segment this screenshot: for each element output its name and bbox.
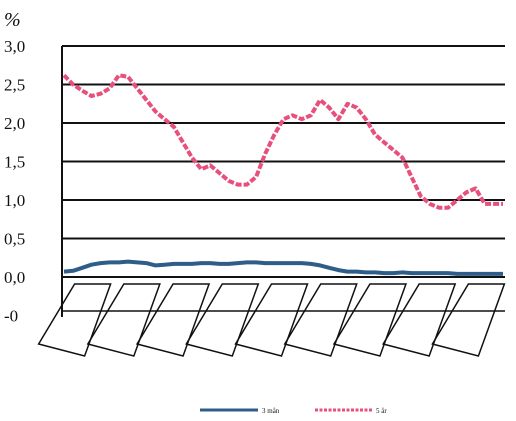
x-axis-category-labels [37, 283, 506, 357]
series-line [63, 259, 503, 276]
y-axis-ticks: 3,0 2,5 2,0 1,5 1,0 0,5 0,0 -0 [4, 37, 25, 326]
legend-label: 3 mån [262, 407, 280, 415]
y-tick-label: 3,0 [4, 37, 25, 56]
x-category-label-box [332, 283, 408, 357]
x-category-label-box [185, 283, 260, 357]
x-category-label-box [86, 283, 161, 357]
y-tick-label: -0 [4, 307, 18, 326]
y-unit-label: % [4, 9, 21, 31]
y-tick-label: 0,0 [4, 268, 25, 287]
x-category-label-box [283, 283, 358, 357]
x-category-label-box [37, 283, 112, 357]
legend-label: 5 år [376, 407, 387, 415]
y-tick-label: 1,5 [4, 153, 25, 172]
y-tick-label: 2,5 [4, 76, 25, 95]
series-lines [62, 73, 503, 276]
x-category-label-box [431, 283, 506, 357]
x-category-label-box [382, 283, 457, 357]
y-tick-label: 0,5 [4, 230, 25, 249]
y-tick-label: 2,0 [4, 114, 25, 133]
x-category-label-box [135, 283, 211, 357]
x-category-label-box [234, 283, 309, 357]
y-tick-label: 1,0 [4, 191, 25, 210]
series-line [62, 73, 503, 210]
legend: 3 mån 5 år [200, 407, 387, 415]
gridlines [61, 45, 505, 317]
